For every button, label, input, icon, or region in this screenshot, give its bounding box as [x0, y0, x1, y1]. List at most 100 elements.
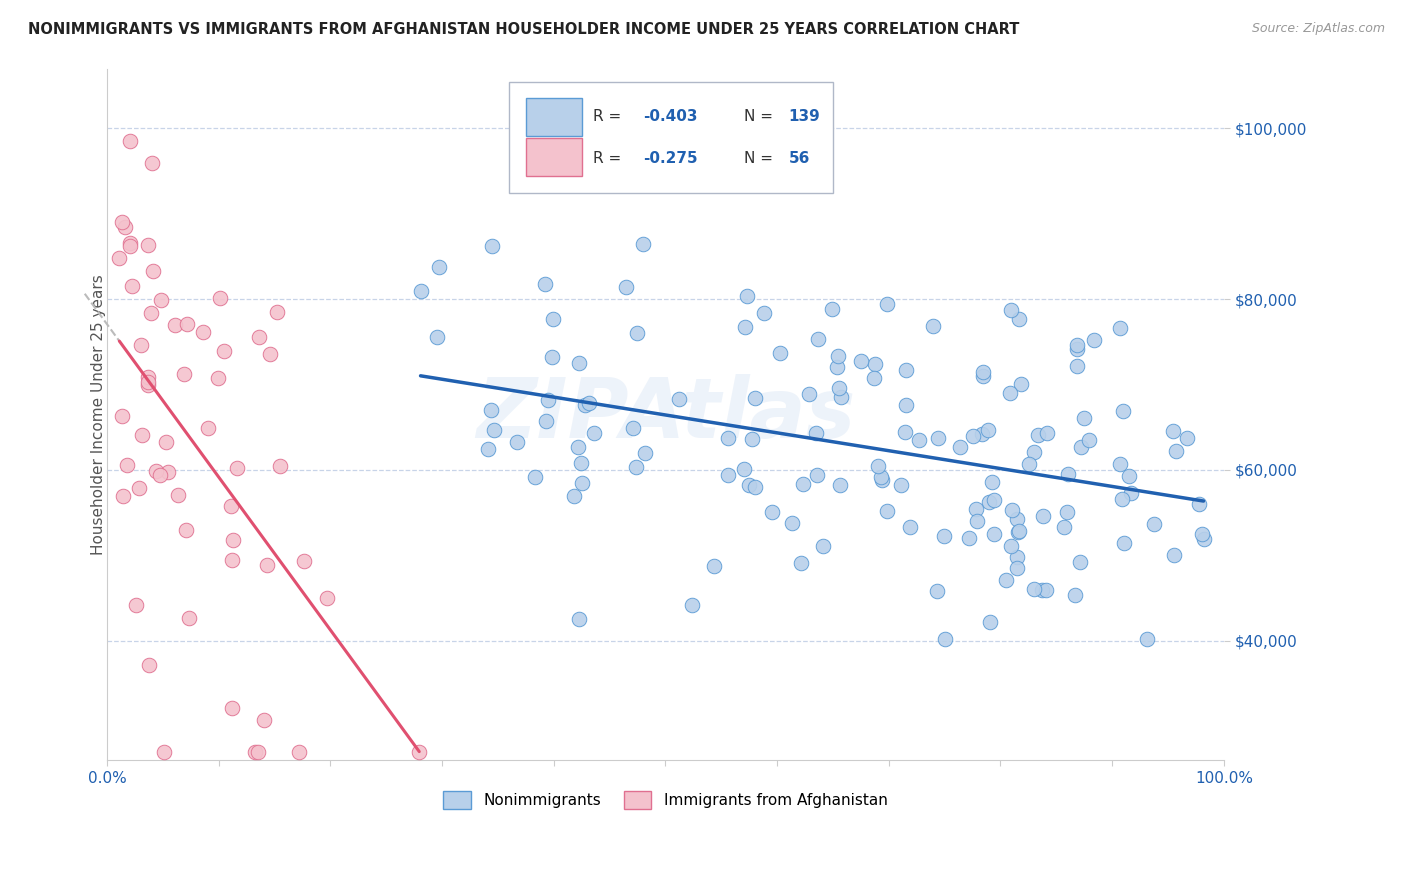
Point [574, 398, 596, 412]
Point [633, 236, 655, 251]
Point [1112, 404, 1135, 418]
Point [626, 326, 648, 340]
Point [111, 215, 134, 229]
FancyBboxPatch shape [509, 82, 832, 193]
Point [1005, 560, 1028, 574]
Point [578, 396, 600, 410]
Point [145, 464, 167, 478]
Point [876, 296, 898, 310]
Point [806, 468, 828, 483]
Point [118, 236, 141, 251]
Point [128, 481, 150, 495]
Point [118, 239, 141, 253]
Point [1109, 457, 1132, 471]
Point [621, 421, 644, 435]
Point [149, 468, 172, 483]
Point [141, 264, 163, 278]
Point [998, 385, 1021, 400]
Point [1166, 444, 1188, 458]
Point [890, 478, 912, 492]
Point [1083, 333, 1105, 347]
Point [717, 468, 740, 483]
Point [894, 425, 917, 439]
Point [821, 301, 844, 316]
Point [1000, 539, 1022, 553]
Point [828, 381, 851, 395]
Point [804, 425, 827, 440]
Point [1000, 303, 1022, 318]
Point [1053, 520, 1076, 534]
Point [870, 469, 893, 483]
Point [1018, 457, 1040, 471]
Point [568, 612, 591, 626]
Point [219, 499, 242, 513]
Point [427, 260, 450, 274]
Point [1066, 337, 1088, 351]
Point [681, 598, 703, 612]
Point [1032, 508, 1054, 523]
Point [734, 319, 756, 334]
Point [316, 591, 339, 606]
Point [934, 529, 956, 543]
Point [626, 459, 648, 474]
Point [1143, 516, 1166, 531]
Point [1031, 582, 1053, 597]
Point [534, 277, 557, 291]
Point [741, 432, 763, 446]
Point [761, 505, 783, 519]
Point [668, 392, 690, 406]
Point [408, 745, 430, 759]
Text: -0.403: -0.403 [643, 110, 697, 125]
Point [259, 347, 281, 361]
Point [118, 134, 141, 148]
Point [173, 368, 195, 382]
Point [1161, 425, 1184, 439]
Point [212, 343, 235, 358]
Point [108, 252, 131, 266]
Point [1163, 549, 1185, 563]
Point [908, 433, 931, 447]
Point [983, 527, 1005, 541]
Point [1022, 444, 1045, 458]
Point [426, 330, 449, 344]
Point [157, 465, 180, 479]
Point [894, 398, 917, 412]
Point [138, 657, 160, 672]
Point [830, 390, 852, 404]
Point [152, 745, 174, 759]
Point [972, 366, 994, 380]
Point [1114, 536, 1136, 550]
Point [197, 420, 219, 434]
Text: ZIPAtlas: ZIPAtlas [475, 374, 855, 455]
Point [1111, 492, 1133, 507]
Point [482, 423, 505, 437]
Point [1011, 377, 1033, 392]
Point [141, 156, 163, 170]
Point [112, 489, 135, 503]
Point [256, 558, 278, 573]
Point [1136, 632, 1159, 646]
Point [828, 478, 851, 492]
Point [898, 519, 921, 533]
Point [983, 493, 1005, 508]
Point [1191, 527, 1213, 541]
Point [1057, 467, 1080, 482]
Point [782, 516, 804, 530]
Text: N =: N = [744, 151, 778, 166]
Point [1188, 497, 1211, 511]
Point [934, 632, 956, 646]
Text: Source: ZipAtlas.com: Source: ZipAtlas.com [1251, 22, 1385, 36]
Point [1069, 556, 1091, 570]
Point [266, 305, 288, 319]
Point [481, 238, 503, 252]
Point [807, 332, 830, 346]
Point [1066, 342, 1088, 356]
Point [222, 533, 245, 547]
Point [524, 470, 547, 484]
Point [167, 488, 190, 502]
Point [138, 378, 160, 392]
Point [409, 284, 432, 298]
Point [568, 356, 591, 370]
Text: -0.275: -0.275 [643, 151, 697, 166]
Point [1063, 588, 1085, 602]
